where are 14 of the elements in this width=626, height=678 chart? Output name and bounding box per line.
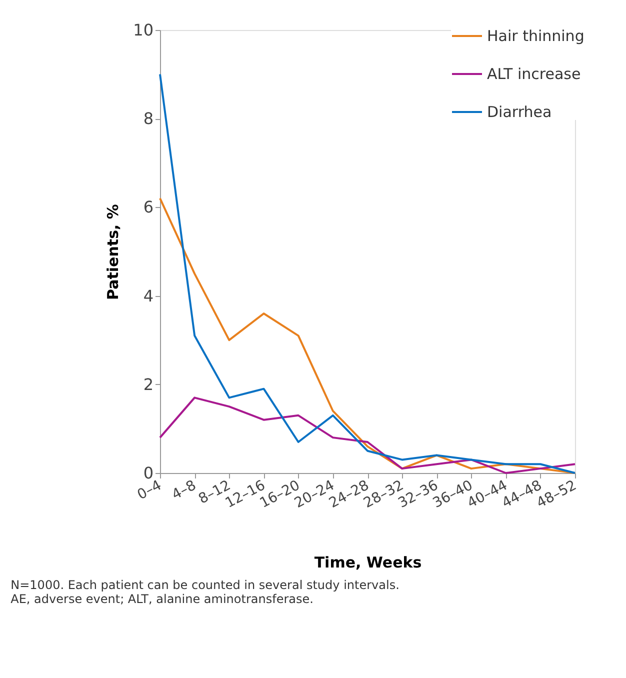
legend-label: Diarrhea	[487, 103, 552, 121]
y-axis-title: Patients, %	[104, 204, 122, 300]
x-tick-label: 4–8	[169, 477, 199, 504]
text: AE, adverse event; ALT, alanine aminotransferase.	[10, 592, 314, 606]
y-tick-label: 4	[143, 286, 154, 306]
y-tick-label: 0	[143, 464, 154, 482]
y-tick-label: 10	[133, 20, 154, 40]
y-tick-label: 8	[143, 109, 154, 128]
legend-label: Hair thinning	[487, 27, 584, 45]
y-tick-label: 6	[143, 198, 154, 217]
text: N=1000. Each patient can be counted in several study intervals.	[10, 578, 400, 592]
x-axis-title: Time, Weeks	[314, 554, 422, 572]
legend-label: ALT increase	[487, 65, 581, 83]
y-tick-label: 2	[143, 374, 154, 394]
